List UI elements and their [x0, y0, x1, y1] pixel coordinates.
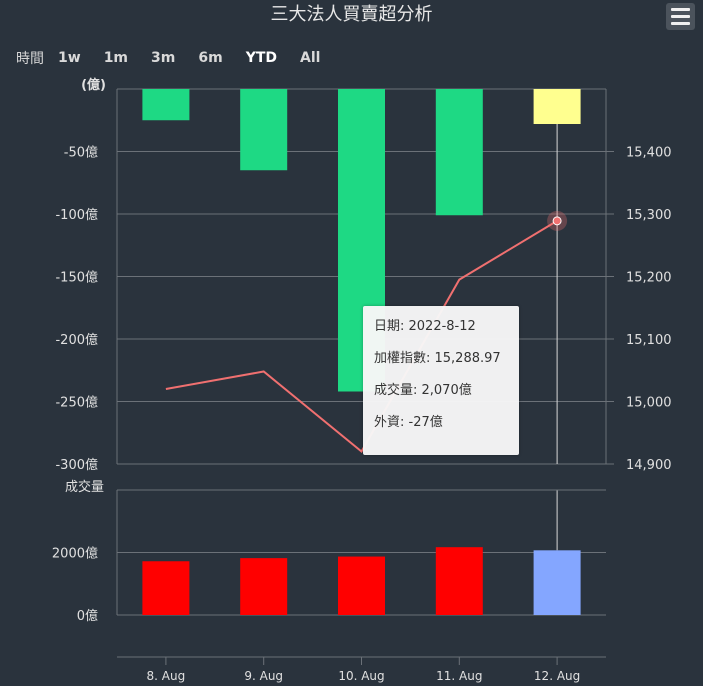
data-point — [552, 216, 562, 226]
y-tick-label: -250億 — [55, 395, 98, 411]
range-button-6m[interactable]: 6m — [198, 50, 223, 66]
bar — [142, 89, 190, 121]
tooltip-volume: 成交量: 2,070億 — [374, 383, 472, 398]
tooltip-foreign: 外資: -27億 — [374, 415, 443, 430]
tooltip: 日期: 2022-8-12 加權指數: 15,288.97 成交量: 2,070… — [363, 306, 519, 455]
range-button-1w[interactable]: 1w — [58, 50, 81, 66]
y-tick-label: 0億 — [77, 608, 98, 624]
bar — [435, 89, 483, 216]
bar — [240, 89, 288, 171]
y2-tick-label: 14,900 — [626, 458, 672, 473]
tooltip-index: 加權指數: 15,288.97 — [374, 351, 501, 366]
y2-tick-label: 15,100 — [626, 333, 672, 348]
range-button-3m[interactable]: 3m — [151, 50, 176, 66]
y2-tick-label: 15,300 — [626, 208, 672, 223]
y-tick-label: -50億 — [64, 145, 98, 161]
x-tick-label: 11. Aug — [436, 669, 482, 683]
volume-bar — [142, 561, 190, 615]
chart-title: 三大法人買賣超分析 — [270, 4, 433, 25]
y-tick-label: -100億 — [55, 207, 98, 223]
y2-tick-label: 15,000 — [626, 396, 672, 411]
index-line — [165, 220, 558, 454]
x-tick-label: 12. Aug — [534, 669, 580, 683]
volume-bar — [338, 556, 385, 615]
tooltip-date: 日期: 2022-8-12 — [374, 319, 476, 334]
x-tick-label: 8. Aug — [147, 669, 186, 683]
bar — [533, 89, 581, 124]
x-tick-label: 9. Aug — [244, 669, 283, 683]
volume-bar — [435, 547, 483, 615]
x-tick-label: 10. Aug — [338, 669, 384, 683]
y-tick-label: -200億 — [55, 332, 98, 348]
y2-tick-label: 15,400 — [626, 146, 672, 161]
y2-tick-label: 15,200 — [626, 271, 672, 286]
range-selector-label: 時間 — [16, 51, 44, 67]
volume-bar — [240, 558, 288, 615]
y-tick-label: -300億 — [55, 457, 98, 473]
y-axis-title: 成交量 — [65, 479, 104, 495]
y-axis-title: (億) — [81, 77, 106, 93]
y-tick-label: -150億 — [55, 270, 98, 286]
range-button-1m[interactable]: 1m — [103, 50, 129, 66]
volume-bar — [533, 550, 581, 615]
hamburger-menu-icon[interactable] — [666, 3, 695, 30]
range-selector: 時間 1w 1m 3m 6m YTD All — [16, 48, 343, 68]
y-tick-label: 2000億 — [52, 546, 98, 562]
range-button-ytd[interactable]: YTD — [245, 50, 278, 66]
range-button-all[interactable]: All — [300, 50, 321, 66]
